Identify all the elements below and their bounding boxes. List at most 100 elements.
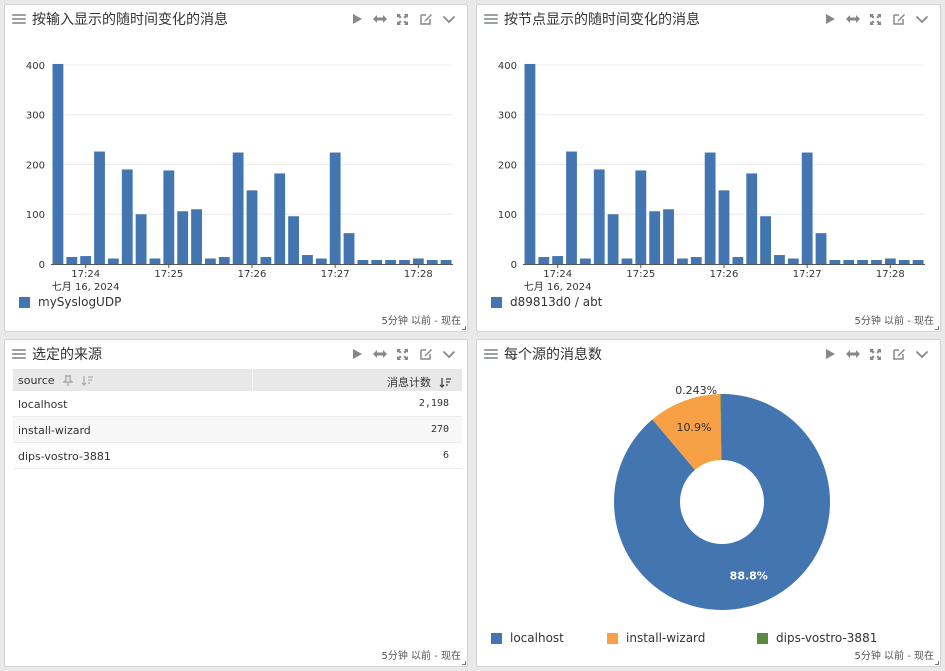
x-tick-label: 17:27 xyxy=(793,269,822,280)
cell-count: 270 xyxy=(430,424,449,435)
legend-swatch xyxy=(19,296,30,308)
column-label: source xyxy=(18,374,55,387)
bar xyxy=(80,256,92,264)
widget-header[interactable]: 选定的来源 xyxy=(5,340,467,368)
x-tick-label: 17:25 xyxy=(626,269,655,280)
edit-icon[interactable] xyxy=(890,346,907,362)
widget-selected-sources: 选定的来源 source 消息计数 localhost 2,198 instal… xyxy=(4,339,468,667)
legend-item[interactable]: mySyslogUDP xyxy=(19,295,121,309)
table-header: source 消息计数 xyxy=(13,369,462,391)
widget-title: 按输入显示的随时间变化的消息 xyxy=(32,12,228,28)
expand-width-icon[interactable] xyxy=(844,11,861,27)
cell-source: install-wizard xyxy=(18,424,91,437)
bar xyxy=(690,257,702,264)
play-icon[interactable] xyxy=(821,346,838,362)
legend-item[interactable]: d89813d0 / abt xyxy=(491,295,602,309)
fullscreen-icon[interactable] xyxy=(867,346,884,362)
bar xyxy=(774,255,785,264)
x-tick-label: 17:28 xyxy=(404,269,433,280)
chevron-down-icon[interactable] xyxy=(913,11,930,27)
legend-item-install-wizard[interactable]: install-wizard xyxy=(607,631,705,645)
widget-toolbar xyxy=(348,11,457,27)
bar xyxy=(329,152,341,264)
resize-handle[interactable] xyxy=(462,661,466,665)
play-icon[interactable] xyxy=(348,346,365,362)
expand-width-icon[interactable] xyxy=(844,346,861,362)
bar xyxy=(385,260,397,264)
edit-icon[interactable] xyxy=(417,346,434,362)
chevron-down-icon[interactable] xyxy=(913,346,930,362)
column-label: 消息计数 xyxy=(387,376,431,389)
column-header-source[interactable]: source xyxy=(18,374,94,387)
x-sub-label: 七月 16, 2024 xyxy=(52,281,120,293)
y-tick-label: 400 xyxy=(498,61,517,72)
bar xyxy=(566,151,577,264)
widget-header[interactable]: 按输入显示的随时间变化的消息 xyxy=(5,5,467,33)
cell-count: 6 xyxy=(442,450,449,461)
y-tick-label: 400 xyxy=(26,61,45,72)
table-row[interactable]: dips-vostro-3881 6 xyxy=(13,443,462,469)
sort-desc-icon[interactable] xyxy=(439,377,452,388)
donut-chart: 88.8% 10.9% 0.243% xyxy=(614,384,830,610)
bar xyxy=(315,258,327,264)
cell-source: localhost xyxy=(18,398,68,411)
column-header-count[interactable]: 消息计数 xyxy=(387,374,452,390)
legend-label: dips-vostro-3881 xyxy=(776,631,878,645)
time-range-label: 5分钟 以前 - 现在 xyxy=(381,651,461,662)
chevron-down-icon[interactable] xyxy=(440,346,457,362)
drag-handle-icon[interactable] xyxy=(484,14,498,24)
edit-icon[interactable] xyxy=(890,11,907,27)
chevron-down-icon[interactable] xyxy=(440,11,457,27)
widget-title: 选定的来源 xyxy=(32,347,102,363)
widget-header[interactable]: 按节点显示的随时间变化的消息 xyxy=(477,5,940,33)
widget-toolbar xyxy=(348,346,457,362)
expand-width-icon[interactable] xyxy=(371,346,388,362)
drag-handle-icon[interactable] xyxy=(12,349,26,359)
x-tick-label: 17:24 xyxy=(71,269,100,280)
bar xyxy=(302,255,313,264)
fullscreen-icon[interactable] xyxy=(394,11,411,27)
sort-icon[interactable] xyxy=(81,375,94,386)
bar xyxy=(357,260,369,264)
resize-handle[interactable] xyxy=(462,326,466,330)
resize-handle[interactable] xyxy=(935,661,939,665)
y-tick-label: 300 xyxy=(26,111,45,122)
x-sub-label: 七月 16, 2024 xyxy=(524,281,592,293)
bar xyxy=(621,258,633,264)
y-tick-label: 300 xyxy=(498,111,517,122)
bar xyxy=(829,260,841,264)
x-tick-label: 17:26 xyxy=(238,269,267,280)
legend-swatch xyxy=(491,632,502,644)
bar xyxy=(149,258,161,264)
bar xyxy=(538,257,550,264)
edit-icon[interactable] xyxy=(417,11,434,27)
legend-swatch xyxy=(757,632,768,644)
table-row[interactable]: install-wizard 270 xyxy=(13,417,462,443)
bar xyxy=(343,233,355,264)
legend-item-dips-vostro-3881[interactable]: dips-vostro-3881 xyxy=(757,631,877,645)
pie-slice xyxy=(652,394,722,470)
bar xyxy=(898,260,910,264)
widget-header[interactable]: 每个源的消息数 xyxy=(477,340,940,368)
pin-icon[interactable] xyxy=(62,375,73,386)
bar xyxy=(746,173,758,264)
drag-handle-icon[interactable] xyxy=(484,349,498,359)
column-divider[interactable] xyxy=(252,369,253,391)
bar xyxy=(246,190,258,264)
widget-toolbar xyxy=(821,11,930,27)
expand-width-icon[interactable] xyxy=(371,11,388,27)
bar-chart: 0 100 200 300 400 17:24 17:25 17:26 17:27 17:28 七月… xyxy=(26,61,453,293)
legend-item-localhost[interactable]: localhost xyxy=(491,631,564,645)
table-row[interactable]: localhost 2,198 xyxy=(13,391,462,417)
bar xyxy=(218,257,230,264)
drag-handle-icon[interactable] xyxy=(12,14,26,24)
bar xyxy=(704,152,716,264)
fullscreen-icon[interactable] xyxy=(867,11,884,27)
fullscreen-icon[interactable] xyxy=(394,346,411,362)
play-icon[interactable] xyxy=(821,11,838,27)
bar-chart: 0 100 200 300 400 17:24 17:25 17:26 17:27 17:28 七月… xyxy=(498,61,925,293)
bar xyxy=(607,214,619,264)
widget-messages-by-node: 按节点显示的随时间变化的消息 0 100 200 300 400 17:24 17:25 17… xyxy=(476,4,941,332)
play-icon[interactable] xyxy=(348,11,365,27)
resize-handle[interactable] xyxy=(935,326,939,330)
